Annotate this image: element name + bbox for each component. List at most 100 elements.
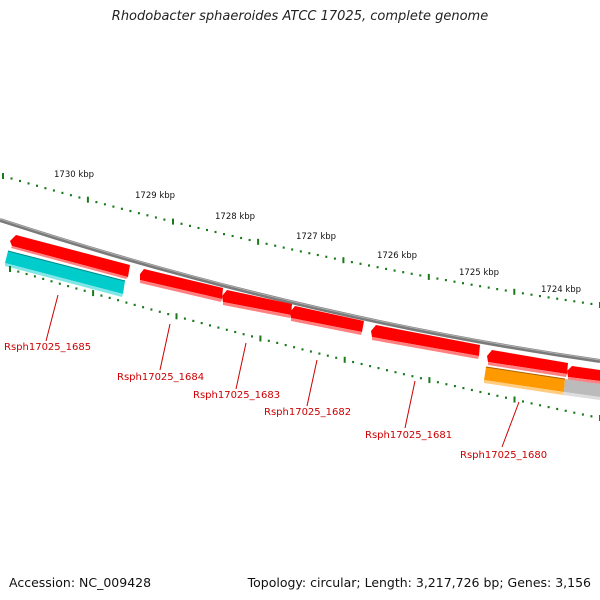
- minor-tick-mark: [251, 335, 253, 338]
- minor-tick-mark: [539, 295, 541, 298]
- minor-tick-mark: [496, 288, 499, 291]
- minor-tick-mark: [33, 275, 36, 278]
- minor-tick-mark: [359, 262, 362, 265]
- major-tick-mark: [86, 196, 89, 203]
- minor-tick-mark: [445, 383, 448, 386]
- minor-tick-mark: [581, 301, 584, 304]
- gene-label[interactable]: Rsph17025_1680: [460, 450, 547, 461]
- cds-feature-cyan[interactable]: [5, 250, 126, 297]
- minor-tick-mark: [590, 302, 593, 305]
- accession-text: Accession: NC_009428: [9, 575, 152, 590]
- minor-tick-mark: [564, 409, 567, 412]
- minor-tick-mark: [146, 214, 149, 217]
- feature-track: [5, 250, 600, 400]
- minor-tick-mark: [158, 310, 161, 313]
- minor-tick-mark: [479, 285, 482, 288]
- tick-label-1729: 1729 kbp: [135, 191, 175, 201]
- major-tick-mark: [175, 313, 178, 320]
- minor-tick-mark: [385, 267, 388, 270]
- gene-arrow[interactable]: [290, 306, 364, 335]
- gene-label[interactable]: Rsph17025_1682: [264, 407, 351, 418]
- minor-tick-mark: [419, 377, 422, 380]
- inner-tick-track: [9, 266, 600, 421]
- minor-tick-mark: [479, 390, 482, 394]
- tick-label-1725: 1725 kbp: [459, 268, 499, 278]
- minor-tick-mark: [42, 277, 45, 280]
- minor-tick-mark: [419, 274, 422, 277]
- minor-tick-mark: [167, 313, 170, 316]
- minor-tick-mark: [240, 236, 243, 240]
- gene-arrow[interactable]: [371, 325, 480, 359]
- minor-tick-mark: [50, 280, 53, 283]
- minor-tick-mark: [436, 277, 439, 280]
- cds-feature-orange[interactable]: [484, 366, 566, 395]
- minor-tick-mark: [108, 296, 111, 299]
- major-tick-mark: [513, 396, 516, 403]
- gene-label[interactable]: Rsph17025_1685: [4, 342, 91, 353]
- minor-tick-mark: [183, 317, 186, 320]
- minor-tick-mark: [133, 303, 136, 306]
- minor-tick-mark: [301, 348, 304, 351]
- minor-tick-mark: [444, 279, 447, 282]
- minor-tick-mark: [505, 396, 507, 399]
- major-tick-mark: [9, 266, 11, 272]
- minor-tick-mark: [103, 203, 106, 206]
- minor-tick-mark: [142, 306, 145, 309]
- major-tick-mark: [92, 290, 95, 297]
- major-tick-mark: [172, 218, 174, 225]
- minor-tick-mark: [368, 264, 370, 267]
- gene-arrow[interactable]: [10, 235, 130, 279]
- minor-tick-mark: [234, 330, 237, 334]
- minor-tick-mark: [521, 292, 524, 295]
- gene-label[interactable]: Rsph17025_1684: [117, 372, 204, 383]
- minor-tick-mark: [581, 413, 584, 416]
- minor-tick-mark: [539, 404, 542, 407]
- minor-tick-mark: [52, 189, 55, 192]
- gene-arrow[interactable]: [140, 269, 223, 302]
- minor-tick-mark: [564, 298, 567, 302]
- minor-tick-mark: [231, 234, 234, 238]
- minor-tick-mark: [547, 296, 550, 299]
- minor-tick-mark: [265, 242, 268, 245]
- minor-tick-mark: [61, 191, 64, 194]
- minor-tick-mark: [573, 300, 576, 303]
- outer-tick-track: [2, 173, 600, 308]
- minor-tick-mark: [112, 205, 115, 208]
- cds-feature-grey[interactable]: [563, 379, 600, 400]
- minor-tick-mark: [276, 341, 279, 344]
- minor-tick-mark: [214, 230, 217, 234]
- minor-tick-mark: [44, 187, 47, 190]
- gene-arrow[interactable]: [222, 290, 292, 318]
- minor-tick-mark: [393, 269, 396, 272]
- genome-backbone: [0, 218, 600, 363]
- minor-tick-mark: [453, 385, 456, 388]
- minor-tick-mark: [318, 352, 321, 355]
- gene-arrow[interactable]: [567, 366, 600, 384]
- minor-tick-mark: [17, 270, 20, 273]
- gene-arrow[interactable]: [487, 350, 568, 377]
- minor-tick-mark: [470, 388, 473, 392]
- forward-genes: [10, 235, 600, 384]
- minor-tick-mark: [556, 407, 559, 411]
- minor-tick-mark: [206, 228, 208, 232]
- major-tick-mark: [259, 335, 262, 342]
- minor-tick-mark: [360, 362, 363, 366]
- minor-tick-mark: [487, 286, 490, 289]
- minor-tick-mark: [129, 209, 132, 213]
- gene-label[interactable]: Rsph17025_1681: [365, 430, 452, 441]
- minor-tick-mark: [326, 354, 329, 357]
- minor-tick-mark: [470, 283, 473, 286]
- minor-tick-mark: [154, 216, 157, 219]
- tick-label-1724: 1724 kbp: [541, 285, 581, 295]
- major-tick-mark: [342, 257, 345, 264]
- minor-tick-mark: [125, 301, 128, 304]
- tick-label-1726: 1726 kbp: [377, 251, 417, 261]
- map-title: Rhodobacter sphaeroides ATCC 17025, comp…: [111, 9, 489, 24]
- minor-tick-mark: [308, 252, 311, 255]
- tick-label-1730: 1730 kbp: [54, 170, 94, 180]
- major-tick-mark: [257, 238, 260, 245]
- gene-label[interactable]: Rsph17025_1683: [193, 390, 280, 401]
- minor-tick-mark: [284, 344, 287, 347]
- major-tick-mark: [513, 288, 516, 295]
